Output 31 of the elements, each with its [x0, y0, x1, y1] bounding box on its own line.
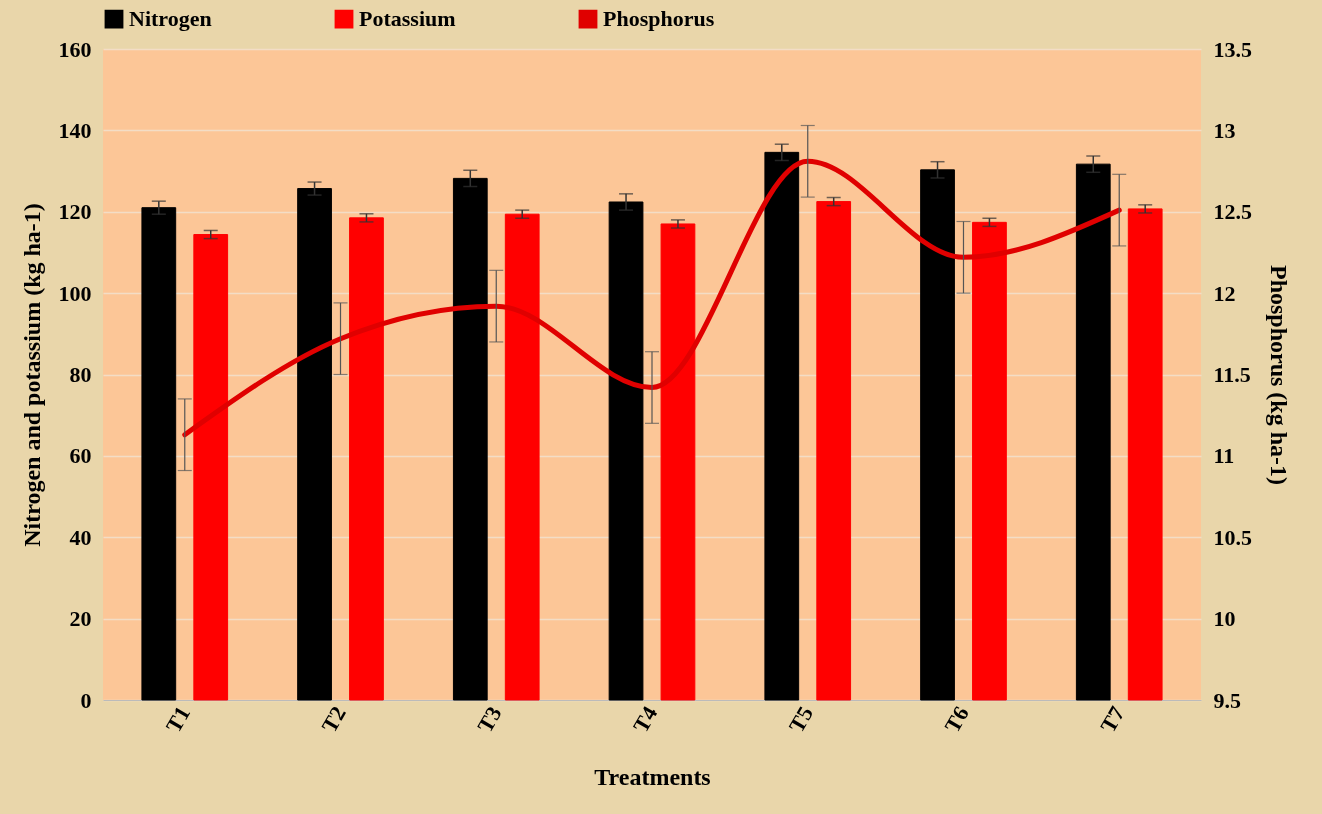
legend-label: Phosphorus	[603, 6, 715, 32]
y-tick-label: 40	[69, 524, 92, 550]
y-tick-label: 20	[69, 606, 92, 632]
x-tick-label: T5	[783, 702, 819, 737]
y-tick-label: 140	[58, 117, 92, 143]
y2-tick-label: 13	[1213, 117, 1236, 143]
x-tick-label: T6	[939, 702, 974, 737]
y-tick-label: 160	[58, 36, 92, 62]
y-tick-label: 80	[69, 362, 92, 387]
y-axis-title: Nitrogen and potassium (kg ha-1)	[18, 203, 45, 547]
x-tick-label: T4	[627, 702, 663, 737]
y2-tick-label: 9.5	[1213, 687, 1241, 713]
x-axis-title: Treatments	[594, 764, 711, 791]
y2-axis-title: Phosphorus (kg ha-1)	[1266, 264, 1292, 486]
x-tick-label: T7	[1095, 702, 1130, 737]
y2-tick-label: 13.5	[1213, 36, 1252, 62]
y-tick-label: 100	[58, 280, 92, 306]
y2-tick-label: 11.5	[1213, 362, 1251, 387]
x-tick-label: T2	[316, 702, 351, 737]
legend-label: Potassium	[359, 6, 456, 32]
y2-tick-label: 12	[1213, 280, 1236, 306]
y-tick-label: 0	[80, 687, 92, 713]
y2-tick-label: 12.5	[1213, 199, 1252, 225]
x-tick-label: T3	[472, 702, 507, 737]
y2-tick-label: 10.5	[1213, 524, 1252, 550]
y2-tick-label: 11	[1213, 443, 1235, 469]
legend-label: Nitrogen	[129, 6, 212, 32]
x-tick-label: T1	[160, 702, 196, 737]
y-tick-label: 120	[58, 199, 92, 225]
y2-tick-label: 10	[1213, 606, 1236, 632]
y-tick-label: 60	[69, 443, 92, 469]
